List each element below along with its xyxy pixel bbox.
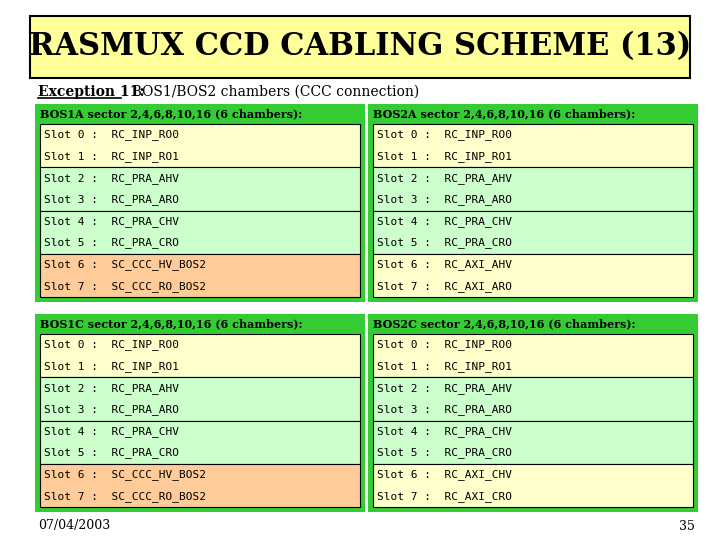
FancyBboxPatch shape [373, 254, 693, 297]
Text: Slot 2 :  RC_PRA_AHV: Slot 2 : RC_PRA_AHV [44, 383, 179, 394]
FancyBboxPatch shape [368, 314, 698, 512]
Text: Slot 4 :  RC_PRA_CHV: Slot 4 : RC_PRA_CHV [44, 426, 179, 437]
Text: Slot 1 :  RC_INP_RO1: Slot 1 : RC_INP_RO1 [377, 361, 512, 372]
Text: Slot 4 :  RC_PRA_CHV: Slot 4 : RC_PRA_CHV [377, 216, 512, 227]
FancyBboxPatch shape [373, 124, 693, 167]
Text: BOS2A sector 2,4,6,8,10,16 (6 chambers):: BOS2A sector 2,4,6,8,10,16 (6 chambers): [373, 109, 635, 119]
Text: Slot 3 :  RC_PRA_ARO: Slot 3 : RC_PRA_ARO [44, 404, 179, 415]
Text: BOS2C sector 2,4,6,8,10,16 (6 chambers):: BOS2C sector 2,4,6,8,10,16 (6 chambers): [373, 319, 636, 329]
Text: 07/04/2003: 07/04/2003 [38, 519, 110, 532]
Text: Slot 4 :  RC_PRA_CHV: Slot 4 : RC_PRA_CHV [377, 426, 512, 437]
FancyBboxPatch shape [373, 421, 693, 464]
FancyBboxPatch shape [40, 421, 360, 464]
Text: Slot 2 :  RC_PRA_AHV: Slot 2 : RC_PRA_AHV [377, 383, 512, 394]
Text: RASMUX CCD CABLING SCHEME (13): RASMUX CCD CABLING SCHEME (13) [29, 31, 691, 63]
FancyBboxPatch shape [35, 314, 365, 512]
Text: Slot 1 :  RC_INP_RO1: Slot 1 : RC_INP_RO1 [44, 361, 179, 372]
Text: Slot 3 :  RC_PRA_ARO: Slot 3 : RC_PRA_ARO [44, 194, 179, 205]
FancyBboxPatch shape [40, 211, 360, 254]
FancyBboxPatch shape [40, 377, 360, 421]
Text: Slot 7 :  RC_AXI_CRO: Slot 7 : RC_AXI_CRO [377, 491, 512, 502]
Text: BOS1/BOS2 chambers (CCC connection): BOS1/BOS2 chambers (CCC connection) [123, 85, 419, 99]
FancyBboxPatch shape [40, 167, 360, 211]
Text: Slot 5 :  RC_PRA_CRO: Slot 5 : RC_PRA_CRO [44, 448, 179, 458]
Text: Slot 2 :  RC_PRA_AHV: Slot 2 : RC_PRA_AHV [44, 173, 179, 184]
Text: Slot 7 :  SC_CCC_RO_BOS2: Slot 7 : SC_CCC_RO_BOS2 [44, 281, 206, 292]
FancyBboxPatch shape [373, 377, 693, 421]
Text: Slot 5 :  RC_PRA_CRO: Slot 5 : RC_PRA_CRO [44, 238, 179, 248]
Text: Slot 0 :  RC_INP_RO0: Slot 0 : RC_INP_RO0 [377, 130, 512, 140]
Text: Slot 6 :  RC_AXI_AHV: Slot 6 : RC_AXI_AHV [377, 259, 512, 270]
FancyBboxPatch shape [40, 334, 360, 377]
Text: Slot 6 :  SC_CCC_HV_BOS2: Slot 6 : SC_CCC_HV_BOS2 [44, 259, 206, 270]
Text: 35: 35 [679, 519, 695, 532]
FancyBboxPatch shape [373, 464, 693, 507]
FancyBboxPatch shape [373, 211, 693, 254]
FancyBboxPatch shape [373, 334, 693, 377]
Text: Slot 4 :  RC_PRA_CHV: Slot 4 : RC_PRA_CHV [44, 216, 179, 227]
Text: Slot 5 :  RC_PRA_CRO: Slot 5 : RC_PRA_CRO [377, 238, 512, 248]
FancyBboxPatch shape [40, 464, 360, 507]
Text: Exception 11:: Exception 11: [38, 85, 145, 99]
Text: Slot 6 :  SC_CCC_HV_BOS2: Slot 6 : SC_CCC_HV_BOS2 [44, 469, 206, 480]
FancyBboxPatch shape [30, 16, 690, 78]
FancyBboxPatch shape [368, 104, 698, 302]
FancyBboxPatch shape [40, 254, 360, 297]
Text: Slot 0 :  RC_INP_RO0: Slot 0 : RC_INP_RO0 [44, 339, 179, 350]
Text: Slot 0 :  RC_INP_RO0: Slot 0 : RC_INP_RO0 [377, 339, 512, 350]
Text: Slot 0 :  RC_INP_RO0: Slot 0 : RC_INP_RO0 [44, 130, 179, 140]
Text: Slot 7 :  RC_AXI_ARO: Slot 7 : RC_AXI_ARO [377, 281, 512, 292]
Text: Slot 5 :  RC_PRA_CRO: Slot 5 : RC_PRA_CRO [377, 448, 512, 458]
Text: Slot 1 :  RC_INP_RO1: Slot 1 : RC_INP_RO1 [377, 151, 512, 162]
Text: BOS1C sector 2,4,6,8,10,16 (6 chambers):: BOS1C sector 2,4,6,8,10,16 (6 chambers): [40, 319, 302, 329]
Text: Slot 1 :  RC_INP_RO1: Slot 1 : RC_INP_RO1 [44, 151, 179, 162]
Text: Slot 7 :  SC_CCC_RO_BOS2: Slot 7 : SC_CCC_RO_BOS2 [44, 491, 206, 502]
FancyBboxPatch shape [35, 104, 365, 302]
FancyBboxPatch shape [373, 167, 693, 211]
Text: Slot 3 :  RC_PRA_ARO: Slot 3 : RC_PRA_ARO [377, 404, 512, 415]
Text: Slot 6 :  RC_AXI_CHV: Slot 6 : RC_AXI_CHV [377, 469, 512, 480]
Text: Slot 3 :  RC_PRA_ARO: Slot 3 : RC_PRA_ARO [377, 194, 512, 205]
Text: BOS1A sector 2,4,6,8,10,16 (6 chambers):: BOS1A sector 2,4,6,8,10,16 (6 chambers): [40, 109, 302, 119]
FancyBboxPatch shape [40, 124, 360, 167]
Text: Slot 2 :  RC_PRA_AHV: Slot 2 : RC_PRA_AHV [377, 173, 512, 184]
